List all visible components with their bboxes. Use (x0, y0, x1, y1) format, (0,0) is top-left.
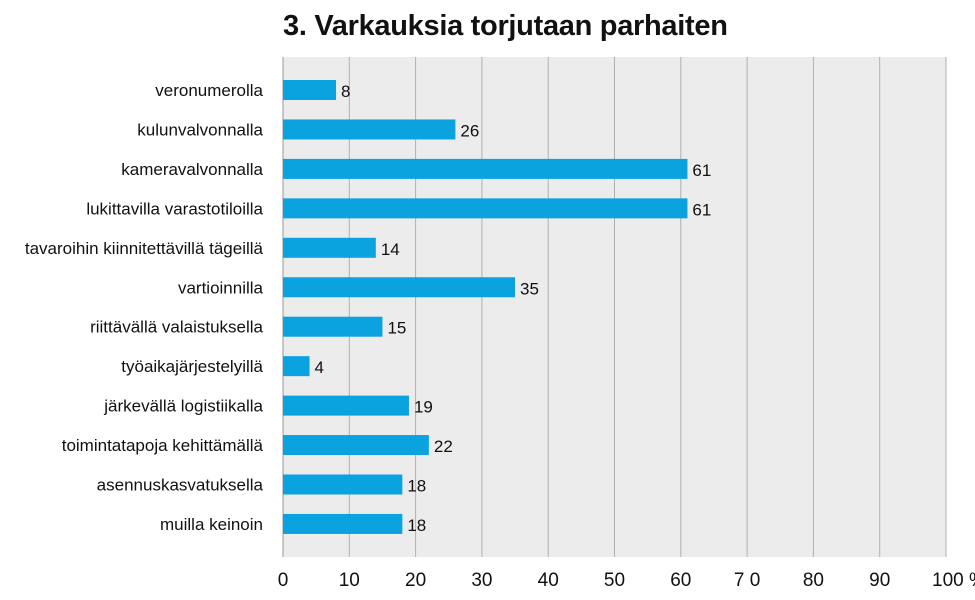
value-label: 18 (407, 477, 426, 496)
x-tick-label: 100 % (932, 570, 975, 591)
value-label: 22 (434, 437, 453, 456)
category-label: lukittavilla varastotiloilla (86, 199, 263, 218)
x-tick-label: 80 (803, 570, 824, 591)
value-label: 18 (407, 516, 426, 535)
x-tick-label: 7 0 (734, 570, 760, 591)
bar-4 (283, 198, 688, 219)
bar-1 (283, 80, 337, 100)
category-label: asennuskasvatuksella (97, 476, 264, 495)
x-tick-label: 90 (869, 570, 890, 591)
x-tick-label: 30 (471, 570, 492, 591)
value-label: 19 (414, 398, 433, 417)
bar-8 (283, 356, 310, 377)
x-tick-label: 20 (405, 570, 426, 591)
chart-title: 3. Varkauksia torjutaan parhaiten (283, 10, 728, 42)
value-label: 15 (387, 319, 406, 338)
bar-12 (283, 513, 403, 534)
category-label: työaikajärjestelyillä (121, 357, 263, 376)
bar-11 (283, 474, 403, 495)
bar-10 (283, 435, 429, 456)
x-tick-label: 0 (278, 570, 289, 591)
bar-7 (283, 316, 383, 337)
category-label: riittävällä valaistuksella (90, 318, 263, 337)
bar-2 (283, 119, 456, 140)
category-label: järkevällä logistiikalla (103, 397, 263, 416)
category-label: muilla keinoin (160, 515, 263, 534)
x-tick-label: 10 (339, 570, 360, 591)
category-label: vartioinnilla (178, 278, 264, 297)
value-label: 26 (460, 121, 479, 140)
x-tick-label: 60 (670, 570, 691, 591)
category-label: kulunvalvonnalla (137, 120, 263, 139)
category-label: kameravalvonnalla (121, 160, 263, 179)
category-label: tavaroihin kiinnitettävillä tägeillä (25, 239, 264, 258)
value-label: 4 (315, 358, 324, 377)
category-label: toimintatapoja kehittämällä (62, 436, 264, 455)
bar-3 (283, 158, 688, 179)
x-tick-label: 40 (538, 570, 559, 591)
value-label: 8 (341, 82, 350, 101)
value-label: 61 (692, 200, 711, 219)
value-label: 61 (692, 161, 711, 180)
x-tick-label: 50 (604, 570, 625, 591)
category-label: veronumerolla (155, 81, 263, 100)
bar-9 (283, 395, 409, 416)
bar-6 (283, 277, 516, 298)
value-label: 35 (520, 279, 539, 298)
value-label: 14 (381, 240, 400, 259)
bar-5 (283, 237, 376, 258)
